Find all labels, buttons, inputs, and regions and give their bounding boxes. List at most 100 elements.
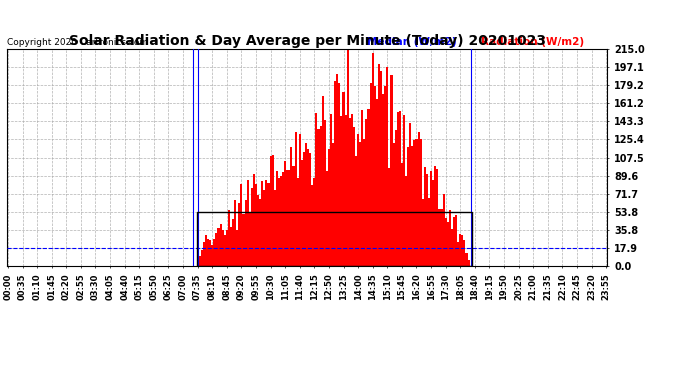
Bar (413, 140, 415, 266)
Bar (426, 174, 428, 266)
Bar (364, 140, 366, 266)
Bar (374, 86, 376, 266)
Bar (399, 111, 401, 266)
Bar (197, 261, 199, 266)
Bar (440, 209, 442, 266)
Bar (468, 260, 470, 266)
Bar (451, 229, 453, 266)
Bar (411, 147, 413, 266)
Title: Solar Radiation & Day Average per Minute (Today) 20201023: Solar Radiation & Day Average per Minute… (68, 34, 546, 48)
Bar (286, 170, 288, 266)
Bar (407, 147, 409, 266)
Bar (466, 253, 468, 266)
Bar (240, 184, 242, 266)
Bar (351, 114, 353, 266)
Bar (409, 123, 411, 266)
Bar (324, 120, 326, 266)
Bar (313, 178, 315, 266)
Bar (309, 153, 311, 266)
Bar (457, 242, 460, 266)
Bar (397, 112, 399, 266)
Bar (284, 161, 286, 266)
Bar (293, 165, 295, 266)
Bar (460, 234, 462, 266)
Bar (430, 171, 432, 266)
Bar (319, 126, 322, 266)
Bar (417, 132, 420, 266)
Bar (207, 239, 209, 266)
Text: Copyright 2020 Cartronics.com: Copyright 2020 Cartronics.com (7, 38, 148, 46)
Bar (232, 219, 234, 266)
Bar (332, 143, 334, 266)
Bar (234, 200, 236, 266)
Bar (307, 149, 309, 266)
Bar (391, 75, 393, 266)
Bar (259, 200, 262, 266)
Bar (272, 154, 274, 266)
Bar (344, 115, 346, 266)
Bar (250, 188, 253, 266)
Bar (209, 240, 211, 266)
Bar (424, 167, 426, 266)
Bar (368, 109, 370, 266)
Bar (199, 256, 201, 266)
Bar (311, 185, 313, 266)
Bar (215, 233, 217, 266)
Bar (382, 93, 384, 266)
Bar (384, 86, 386, 266)
Bar (257, 195, 259, 266)
Bar (268, 183, 270, 266)
Bar (422, 199, 424, 266)
Bar (338, 83, 340, 266)
Bar (462, 236, 464, 266)
Bar (428, 198, 430, 266)
Bar (436, 169, 438, 266)
Bar (438, 209, 440, 266)
Bar (253, 174, 255, 266)
Bar (328, 149, 330, 266)
Bar (380, 71, 382, 266)
Bar (288, 170, 290, 266)
Bar (290, 147, 293, 266)
Bar (386, 67, 388, 266)
Bar (448, 210, 451, 266)
Bar (453, 217, 455, 266)
Bar (270, 156, 272, 266)
Bar (405, 176, 407, 266)
Bar (395, 130, 397, 266)
Bar (244, 200, 246, 266)
Bar (205, 235, 207, 266)
Bar (334, 81, 336, 266)
Bar (226, 230, 228, 266)
Bar (446, 222, 448, 266)
Bar (330, 114, 332, 266)
Bar (264, 190, 266, 266)
Bar (342, 92, 344, 266)
Bar (455, 215, 457, 266)
Bar (213, 239, 215, 266)
Bar (444, 217, 446, 266)
Bar (442, 194, 444, 266)
Bar (432, 180, 434, 266)
Bar (211, 245, 213, 266)
Bar (336, 75, 338, 266)
Bar (236, 230, 238, 266)
Bar (248, 212, 250, 266)
Bar (297, 178, 299, 266)
Bar (303, 152, 305, 266)
Bar (403, 115, 405, 266)
Text: Radiation (W/m2): Radiation (W/m2) (481, 37, 584, 46)
Bar (201, 250, 203, 266)
Bar (388, 168, 391, 266)
Bar (295, 132, 297, 266)
Bar (340, 116, 342, 266)
Bar (246, 180, 248, 266)
Bar (219, 224, 221, 266)
Bar (317, 129, 319, 266)
Bar (255, 184, 257, 266)
Bar (372, 53, 374, 266)
Bar (378, 64, 380, 266)
Bar (230, 227, 232, 266)
Bar (357, 134, 359, 266)
Bar (278, 178, 280, 266)
